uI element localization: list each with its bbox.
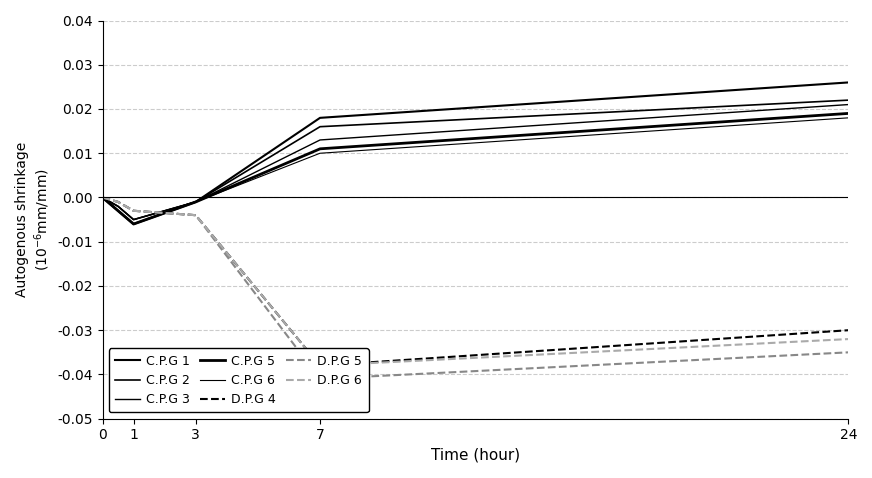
C.P.G 5 bbox=[843, 110, 854, 116]
Line: C.P.G 5: C.P.G 5 bbox=[103, 113, 848, 224]
D.P.G 6 bbox=[112, 199, 123, 205]
X-axis label: Time (hour): Time (hour) bbox=[431, 448, 520, 463]
C.P.G 1 bbox=[315, 115, 325, 121]
C.P.G 5 bbox=[112, 208, 123, 214]
C.P.G 1 bbox=[190, 199, 201, 205]
Line: D.P.G 6: D.P.G 6 bbox=[103, 197, 848, 366]
D.P.G 4 bbox=[112, 199, 123, 205]
C.P.G 5 bbox=[190, 199, 201, 205]
C.P.G 6 bbox=[98, 195, 108, 200]
C.P.G 1 bbox=[843, 79, 854, 85]
Y-axis label: Autogenous shrinkage
(10$^{-6}$mm/mm): Autogenous shrinkage (10$^{-6}$mm/mm) bbox=[15, 142, 51, 297]
C.P.G 3 bbox=[843, 102, 854, 108]
C.P.G 6 bbox=[843, 115, 854, 121]
D.P.G 4 bbox=[98, 195, 108, 200]
C.P.G 5 bbox=[315, 146, 325, 152]
C.P.G 6 bbox=[128, 217, 139, 222]
C.P.G 1 bbox=[112, 208, 123, 214]
C.P.G 5 bbox=[128, 221, 139, 227]
C.P.G 2 bbox=[112, 204, 123, 209]
C.P.G 3 bbox=[112, 204, 123, 209]
Legend: C.P.G 1, C.P.G 2, C.P.G 3, C.P.G 5, C.P.G 6, D.P.G 4, D.P.G 5, D.P.G 6: C.P.G 1, C.P.G 2, C.P.G 3, C.P.G 5, C.P.… bbox=[109, 348, 369, 413]
D.P.G 5 bbox=[98, 195, 108, 200]
C.P.G 6 bbox=[190, 199, 201, 205]
C.P.G 6 bbox=[112, 204, 123, 209]
C.P.G 1 bbox=[98, 195, 108, 200]
C.P.G 2 bbox=[843, 98, 854, 103]
Line: C.P.G 6: C.P.G 6 bbox=[103, 118, 848, 219]
D.P.G 4 bbox=[843, 327, 854, 333]
Line: C.P.G 3: C.P.G 3 bbox=[103, 105, 848, 219]
D.P.G 6 bbox=[128, 208, 139, 214]
C.P.G 2 bbox=[128, 217, 139, 222]
D.P.G 5 bbox=[315, 376, 325, 382]
C.P.G 2 bbox=[190, 199, 201, 205]
C.P.G 1 bbox=[128, 221, 139, 227]
D.P.G 5 bbox=[112, 199, 123, 205]
D.P.G 6 bbox=[190, 212, 201, 218]
D.P.G 4 bbox=[315, 363, 325, 369]
C.P.G 5 bbox=[98, 195, 108, 200]
C.P.G 3 bbox=[315, 137, 325, 143]
C.P.G 2 bbox=[315, 124, 325, 130]
D.P.G 6 bbox=[98, 195, 108, 200]
C.P.G 6 bbox=[315, 151, 325, 156]
Line: D.P.G 5: D.P.G 5 bbox=[103, 197, 848, 379]
D.P.G 6 bbox=[843, 336, 854, 342]
D.P.G 5 bbox=[843, 349, 854, 355]
C.P.G 3 bbox=[98, 195, 108, 200]
D.P.G 5 bbox=[128, 208, 139, 214]
Line: C.P.G 1: C.P.G 1 bbox=[103, 82, 848, 224]
D.P.G 6 bbox=[315, 363, 325, 369]
D.P.G 5 bbox=[190, 212, 201, 218]
C.P.G 3 bbox=[190, 199, 201, 205]
C.P.G 2 bbox=[98, 195, 108, 200]
Line: C.P.G 2: C.P.G 2 bbox=[103, 100, 848, 219]
Line: D.P.G 4: D.P.G 4 bbox=[103, 197, 848, 366]
D.P.G 4 bbox=[190, 212, 201, 218]
D.P.G 4 bbox=[128, 208, 139, 214]
C.P.G 3 bbox=[128, 217, 139, 222]
